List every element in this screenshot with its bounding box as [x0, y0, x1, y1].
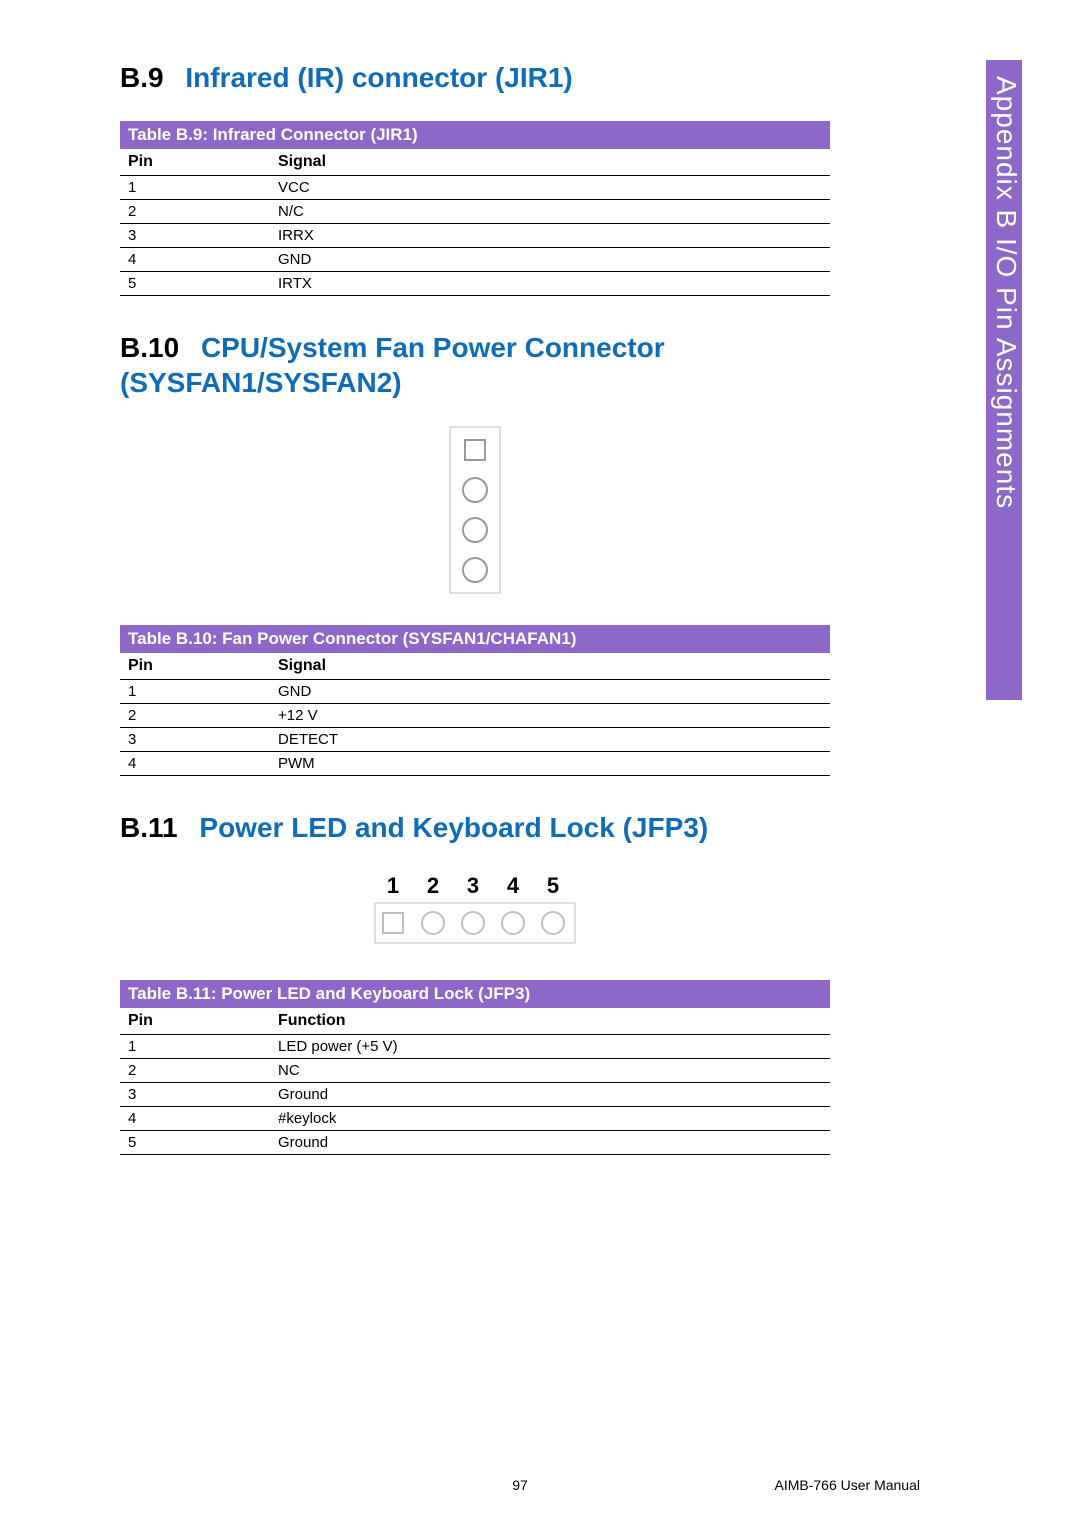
pin-cell: 2	[120, 200, 270, 224]
signal-cell: +12 V	[270, 704, 830, 728]
table-b10: Table B.10: Fan Power Connector (SYSFAN1…	[120, 625, 830, 776]
table-caption: Table B.11: Power LED and Keyboard Lock …	[120, 980, 830, 1008]
section-number: B.9	[120, 62, 164, 93]
table-row: 4PWM	[120, 752, 830, 776]
pin-cell: 2	[120, 1059, 270, 1083]
table-row: 3DETECT	[120, 728, 830, 752]
pin-label: 5	[547, 873, 559, 898]
table-b11: Table B.11: Power LED and Keyboard Lock …	[120, 980, 830, 1155]
table-b9: Table B.9: Infrared Connector (JIR1) Pin…	[120, 121, 830, 296]
manual-title: AIMB-766 User Manual	[774, 1477, 920, 1493]
pin-cell: 2	[120, 704, 270, 728]
signal-cell: DETECT	[270, 728, 830, 752]
section-heading-b11: B.11 Power LED and Keyboard Lock (JFP3)	[120, 810, 830, 845]
col-header-pin: Pin	[120, 1008, 270, 1035]
signal-cell: IRRX	[270, 224, 830, 248]
section-number: B.11	[120, 812, 178, 843]
pin-cell: 4	[120, 752, 270, 776]
signal-cell: IRTX	[270, 272, 830, 296]
table-caption: Table B.10: Fan Power Connector (SYSFAN1…	[120, 625, 830, 653]
table-row: 3Ground	[120, 1083, 830, 1107]
jfp3-connector-diagram: 1 2 3 4 5	[120, 871, 830, 954]
col-header-signal: Signal	[270, 149, 830, 176]
signal-cell: N/C	[270, 200, 830, 224]
pin-cell: 3	[120, 1083, 270, 1107]
table-row: 1VCC	[120, 176, 830, 200]
table-row: 2NC	[120, 1059, 830, 1083]
pin-cell: 1	[120, 680, 270, 704]
vertical-4pin-icon	[449, 426, 501, 594]
section-title: Infrared (IR) connector (JIR1)	[185, 62, 572, 93]
fan-connector-diagram	[120, 426, 830, 599]
pin-label: 3	[467, 873, 479, 898]
section-number: B.10	[120, 332, 179, 363]
table-row: 3IRRX	[120, 224, 830, 248]
table-row: 2+12 V	[120, 704, 830, 728]
table-row: 1LED power (+5 V)	[120, 1035, 830, 1059]
pin-cell: 5	[120, 1131, 270, 1155]
function-cell: #keylock	[270, 1107, 830, 1131]
section-heading-b9: B.9 Infrared (IR) connector (JIR1)	[120, 60, 830, 95]
signal-cell: GND	[270, 680, 830, 704]
signal-cell: VCC	[270, 176, 830, 200]
table-row: 4GND	[120, 248, 830, 272]
function-cell: LED power (+5 V)	[270, 1035, 830, 1059]
section-title: Power LED and Keyboard Lock (JFP3)	[199, 812, 708, 843]
pin-cell: 1	[120, 176, 270, 200]
table-row: 5Ground	[120, 1131, 830, 1155]
signal-cell: PWM	[270, 752, 830, 776]
col-header-pin: Pin	[120, 149, 270, 176]
pin-cell: 4	[120, 248, 270, 272]
section-heading-b10: B.10 CPU/System Fan Power Connector (SYS…	[120, 330, 830, 400]
pin-cell: 3	[120, 728, 270, 752]
table-row: 5IRTX	[120, 272, 830, 296]
table-caption: Table B.9: Infrared Connector (JIR1)	[120, 121, 830, 149]
function-cell: Ground	[270, 1083, 830, 1107]
function-cell: Ground	[270, 1131, 830, 1155]
pin-label: 1	[387, 873, 399, 898]
pin-cell: 1	[120, 1035, 270, 1059]
appendix-side-tab: Appendix B I/O Pin Assignments	[986, 60, 1022, 700]
section-title: CPU/System Fan Power Connector (SYSFAN1/…	[120, 332, 665, 398]
signal-cell: GND	[270, 248, 830, 272]
table-row: 1GND	[120, 680, 830, 704]
pin-cell: 4	[120, 1107, 270, 1131]
pin-label: 2	[427, 873, 439, 898]
pin-cell: 5	[120, 272, 270, 296]
col-header-signal: Signal	[270, 653, 830, 680]
horizontal-5pin-icon: 1 2 3 4 5	[370, 871, 580, 949]
table-row: 4#keylock	[120, 1107, 830, 1131]
table-row: 2N/C	[120, 200, 830, 224]
pin-label: 4	[507, 873, 520, 898]
page-number: 97	[512, 1477, 528, 1493]
pin-cell: 3	[120, 224, 270, 248]
col-header-pin: Pin	[120, 653, 270, 680]
function-cell: NC	[270, 1059, 830, 1083]
page-content: B.9 Infrared (IR) connector (JIR1) Table…	[0, 0, 920, 1155]
col-header-function: Function	[270, 1008, 830, 1035]
